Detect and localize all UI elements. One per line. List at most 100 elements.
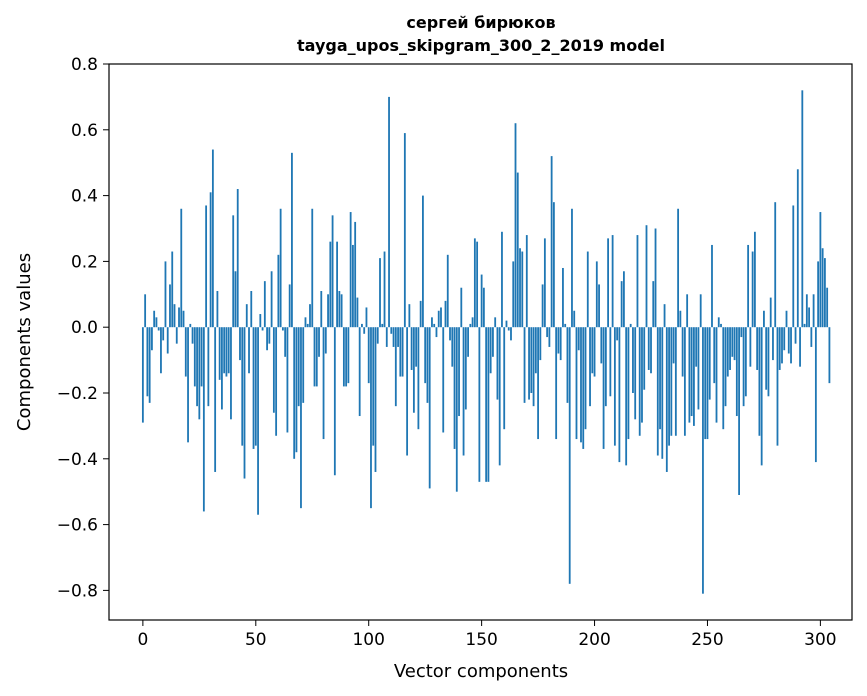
bar-276 (765, 327, 768, 390)
bar-230 (661, 327, 664, 459)
bar-286 (787, 327, 790, 354)
bar-190 (571, 208, 573, 328)
bar-182 (552, 202, 555, 328)
bar-80 (322, 327, 325, 440)
bar-281 (776, 327, 779, 446)
bar-82 (327, 294, 329, 328)
bar-184 (557, 327, 560, 354)
bar-192 (575, 327, 578, 440)
bar-244 (693, 327, 695, 426)
bar-285 (785, 310, 788, 328)
bar-195 (582, 327, 585, 449)
bar-234 (670, 327, 673, 436)
bar-292 (801, 90, 804, 328)
bar-127 (428, 327, 431, 489)
bar-257 (722, 327, 725, 430)
bar-298 (814, 327, 817, 463)
bar-10 (164, 261, 167, 328)
y-axis-label: Components values (14, 253, 35, 431)
bar-185 (559, 327, 562, 361)
bar-96 (358, 327, 361, 417)
bar-208 (611, 235, 614, 328)
bar-132 (440, 307, 442, 328)
bar-293 (803, 323, 806, 328)
bar-17 (180, 208, 183, 328)
bar-253 (713, 327, 716, 384)
bar-270 (751, 251, 754, 328)
bar-59 (275, 327, 278, 436)
bar-19 (184, 327, 187, 377)
bar-282 (778, 327, 781, 370)
bar-151 (482, 287, 485, 328)
bar-165 (514, 123, 517, 328)
bar-27 (202, 327, 205, 512)
bar-119 (410, 327, 413, 370)
bar-173 (532, 327, 535, 407)
bar-65 (288, 284, 291, 328)
bar-135 (446, 254, 449, 328)
bar-179 (546, 327, 549, 338)
y-tick-label: −0.8 (57, 581, 98, 601)
bar-250 (706, 327, 709, 440)
bar-271 (753, 231, 756, 328)
bar-238 (679, 310, 682, 328)
bar-228 (656, 327, 659, 456)
x-axis-label: Vector components (394, 661, 568, 682)
bar-220 (638, 327, 641, 436)
bar-193 (577, 327, 580, 351)
bar-53 (261, 327, 264, 331)
bar-175 (537, 327, 539, 440)
bar-81 (324, 327, 327, 354)
bar-152 (485, 327, 488, 482)
bar-198 (589, 327, 591, 407)
bar-138 (453, 327, 456, 449)
bar-107 (383, 251, 386, 328)
bar-1 (144, 294, 147, 328)
bar-4 (151, 327, 153, 351)
bar-158 (498, 327, 501, 466)
bar-124 (422, 195, 424, 328)
bar-21 (189, 323, 192, 328)
bar-64 (286, 327, 289, 433)
bar-68 (295, 327, 298, 453)
bar-218 (634, 327, 637, 420)
bar-7 (157, 327, 160, 331)
bar-117 (406, 327, 409, 456)
bar-300 (819, 212, 822, 328)
bar-32 (214, 327, 217, 472)
bar-125 (424, 327, 427, 384)
bar-49 (252, 327, 255, 449)
bar-287 (790, 327, 792, 364)
bar-72 (304, 317, 307, 328)
bar-18 (182, 310, 185, 328)
bar-204 (602, 327, 605, 449)
bar-219 (636, 235, 639, 328)
bar-95 (356, 297, 359, 328)
bar-139 (455, 327, 458, 492)
y-tick-label: −0.6 (57, 516, 98, 536)
bar-94 (354, 221, 357, 328)
bar-35 (221, 327, 223, 410)
bar-157 (496, 327, 499, 400)
bar-50 (254, 327, 257, 446)
bar-141 (460, 287, 463, 328)
bar-295 (808, 307, 810, 328)
bar-115 (401, 327, 404, 377)
bar-226 (652, 281, 655, 328)
bar-186 (562, 267, 564, 328)
bar-56 (268, 327, 271, 344)
bar-289 (794, 327, 797, 344)
bar-137 (451, 327, 454, 367)
bar-229 (659, 327, 661, 430)
bar-33 (216, 291, 219, 328)
bar-239 (681, 327, 684, 377)
y-tick-label: 0.8 (71, 55, 98, 75)
bar-57 (270, 271, 273, 328)
bar-76 (313, 327, 316, 387)
bar-86 (336, 241, 338, 328)
bar-143 (464, 327, 467, 410)
bar-268 (747, 244, 750, 328)
bar-88 (340, 294, 343, 328)
bar-100 (367, 327, 370, 384)
bar-159 (501, 231, 503, 328)
